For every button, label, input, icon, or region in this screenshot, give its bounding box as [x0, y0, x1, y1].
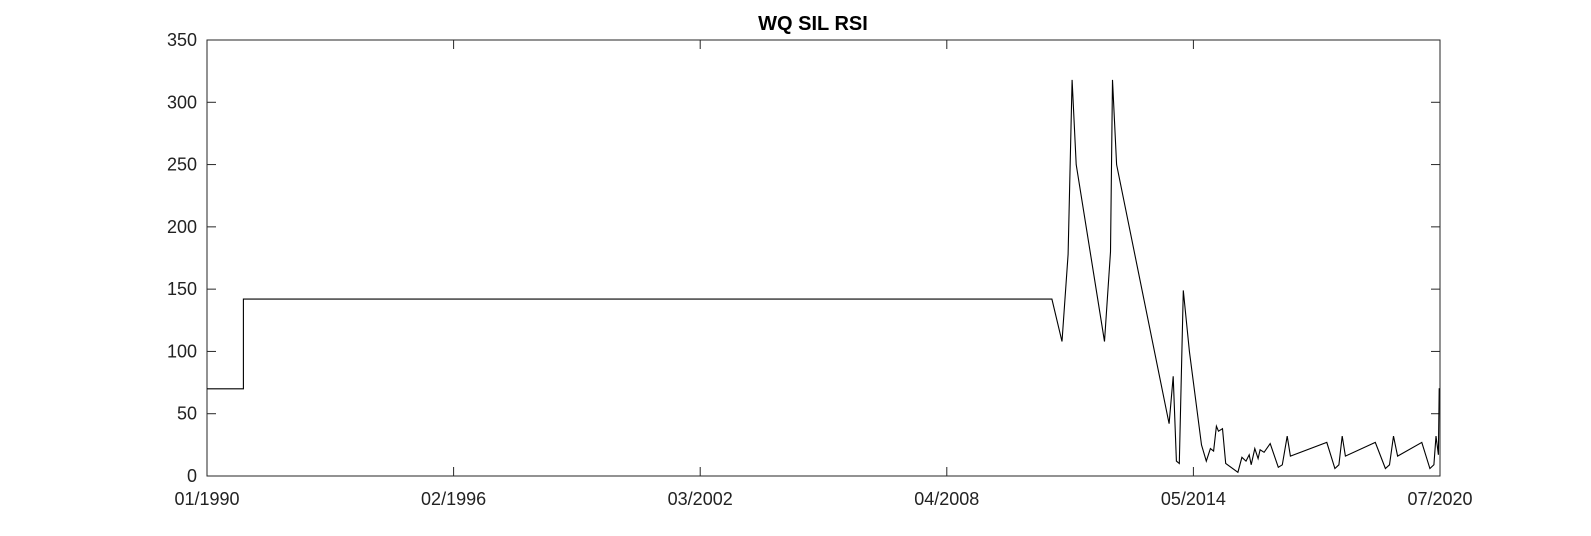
series-line	[207, 79, 1440, 474]
y-tick-label: 200	[167, 217, 197, 237]
x-tick-label: 02/1996	[421, 489, 486, 509]
x-tick-label: 05/2014	[1161, 489, 1226, 509]
x-tick-label: 07/2020	[1407, 489, 1472, 509]
y-tick-label: 300	[167, 92, 197, 112]
x-tick-label: 03/2002	[668, 489, 733, 509]
y-tick-label: 350	[167, 30, 197, 50]
y-axis: 0 50 100 150 200 250 300 350	[167, 30, 197, 486]
x-tick-label: 04/2008	[914, 489, 979, 509]
chart-title: WQ SIL RSI	[758, 13, 868, 35]
y-tick-label: 100	[167, 341, 197, 361]
y-tick-label: 150	[167, 279, 197, 299]
y-tick-label: 0	[187, 466, 197, 486]
y-tick-label: 250	[167, 155, 197, 175]
y-tick-label: 50	[177, 404, 197, 424]
series-group	[207, 79, 1440, 474]
plot-frame	[206, 39, 1441, 477]
axis-ticks	[206, 39, 1441, 477]
x-tick-label: 01/1990	[174, 489, 239, 509]
x-axis: 01/1990 02/1996 03/2002 04/2008 05/2014 07/20…	[174, 489, 1472, 509]
